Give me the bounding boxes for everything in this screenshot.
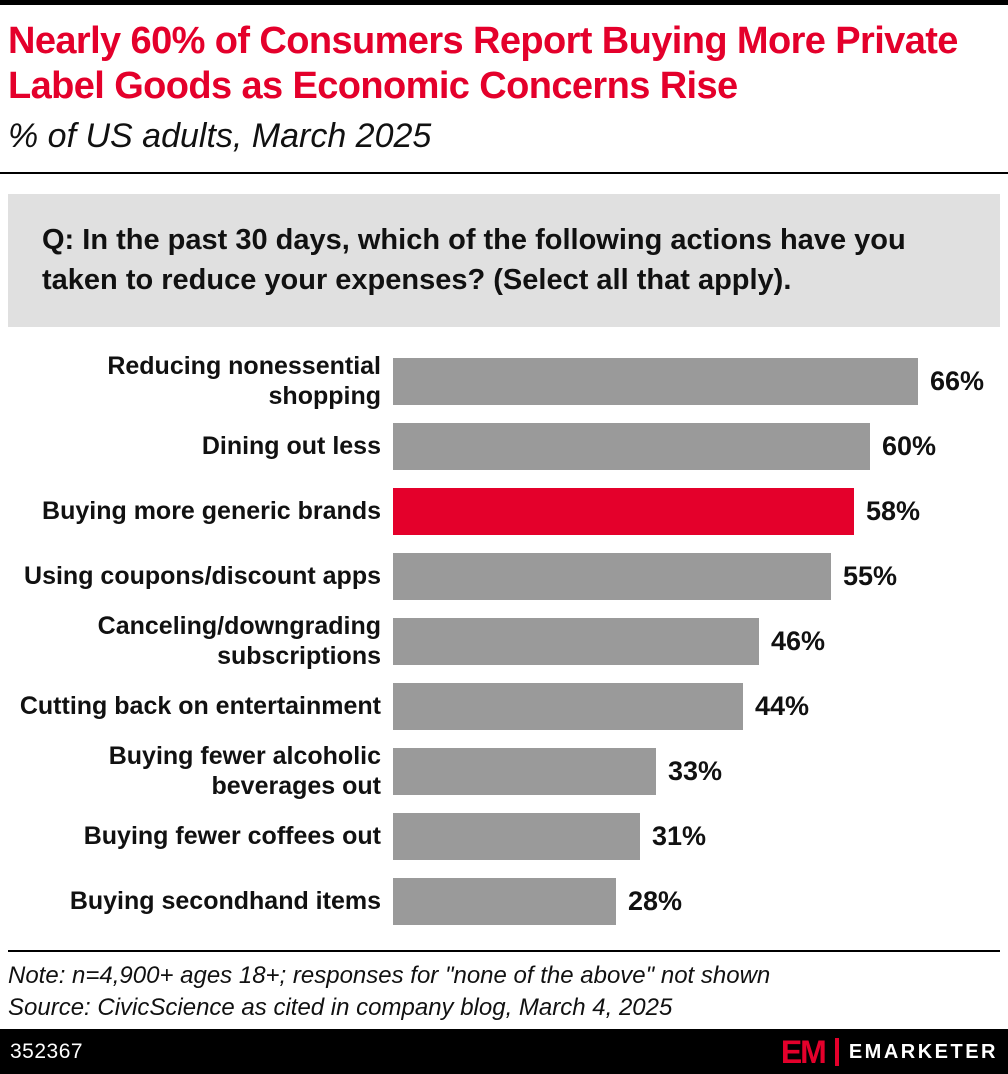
bar	[393, 747, 656, 795]
emarketer-logo: EM EMARKETER	[781, 1036, 998, 1068]
bar	[393, 617, 759, 665]
bar-track: 28%	[393, 877, 1000, 925]
bar-chart: Reducing nonessential shopping 66% Dining …	[0, 349, 1008, 934]
header-divider	[0, 171, 1008, 174]
bar-row: Buying secondhand items 28%	[8, 869, 1000, 934]
bar-value-label: 58%	[866, 495, 921, 526]
emarketer-wordmark: EMARKETER	[848, 1040, 998, 1063]
bar	[393, 682, 743, 730]
bar-row: Dining out less 60%	[8, 414, 1000, 479]
bar-value-label: 28%	[628, 885, 683, 916]
bar-row: Using coupons/discount apps 55%	[8, 544, 1000, 609]
bar-row: Canceling/downgrading subscriptions 46%	[8, 609, 1000, 674]
chart-title: Nearly 60% of Consumers Report Buying Mo…	[8, 20, 958, 107]
footnote-divider	[8, 949, 1000, 952]
bar-row: Buying fewer coffees out 31%	[8, 804, 1000, 869]
bar-row: Cutting back on entertainment 44%	[8, 674, 1000, 739]
bar-track: 66%	[393, 357, 1000, 405]
chart-id: 352367	[10, 1039, 84, 1063]
bar-category-label: Cutting back on entertainment	[19, 692, 381, 721]
bar-value-label: 55%	[843, 560, 898, 591]
bar-row: Buying more generic brands 58%	[8, 479, 1000, 544]
bar	[393, 552, 831, 600]
question-text: Q: In the past 30 days, which of the fol…	[42, 223, 906, 297]
bar-value-label: 44%	[755, 690, 810, 721]
bar-row: Reducing nonessential shopping 66%	[8, 349, 1000, 414]
bar-track: 58%	[393, 487, 1000, 535]
bar	[393, 422, 870, 470]
question-box: Q: In the past 30 days, which of the fol…	[8, 193, 1000, 327]
bar-value-label: 66%	[930, 365, 985, 396]
bar-category-label: Buying fewer coffees out	[83, 822, 381, 851]
note-text: Note: n=4,900+ ages 18+; responses for "…	[8, 961, 771, 989]
bar-category-label: Using coupons/discount apps	[24, 562, 381, 591]
bar-track: 44%	[393, 682, 1000, 730]
bar-track: 55%	[393, 552, 1000, 600]
top-rule	[0, 0, 1008, 5]
header: Nearly 60% of Consumers Report Buying Mo…	[0, 5, 1008, 156]
bar-category-label: Buying secondhand items	[69, 887, 381, 916]
emarketer-monogram-icon: EM	[780, 1033, 827, 1070]
bar-value-label: 46%	[771, 625, 826, 656]
footer-bar: 352367 EM EMARKETER	[0, 1029, 1008, 1074]
bar-track: 60%	[393, 422, 1000, 470]
bar	[393, 812, 640, 860]
bar-category-label: Canceling/downgrading subscriptions	[97, 611, 381, 671]
bar-track: 46%	[393, 617, 1000, 665]
bar-category-label: Reducing nonessential shopping	[107, 351, 381, 411]
bar-value-label: 33%	[668, 755, 723, 786]
bar-category-label: Buying more generic brands	[42, 497, 381, 526]
bar	[393, 877, 616, 925]
source-text: Source: CivicScience as cited in company…	[8, 993, 673, 1021]
bar-value-label: 60%	[882, 430, 937, 461]
footnote: Note: n=4,900+ ages 18+; responses for "…	[0, 952, 1008, 1023]
logo-divider	[834, 1037, 839, 1066]
bar-track: 31%	[393, 812, 1000, 860]
bar-highlighted	[393, 487, 854, 535]
bar-category-label: Dining out less	[201, 432, 381, 461]
bar-track: 33%	[393, 747, 1000, 795]
bar	[393, 357, 918, 405]
bar-row: Buying fewer alcoholic beverages out 33%	[8, 739, 1000, 804]
bar-category-label: Buying fewer alcoholic beverages out	[108, 741, 381, 801]
bar-value-label: 31%	[652, 820, 707, 851]
chart-subtitle: % of US adults, March 2025	[8, 116, 432, 155]
